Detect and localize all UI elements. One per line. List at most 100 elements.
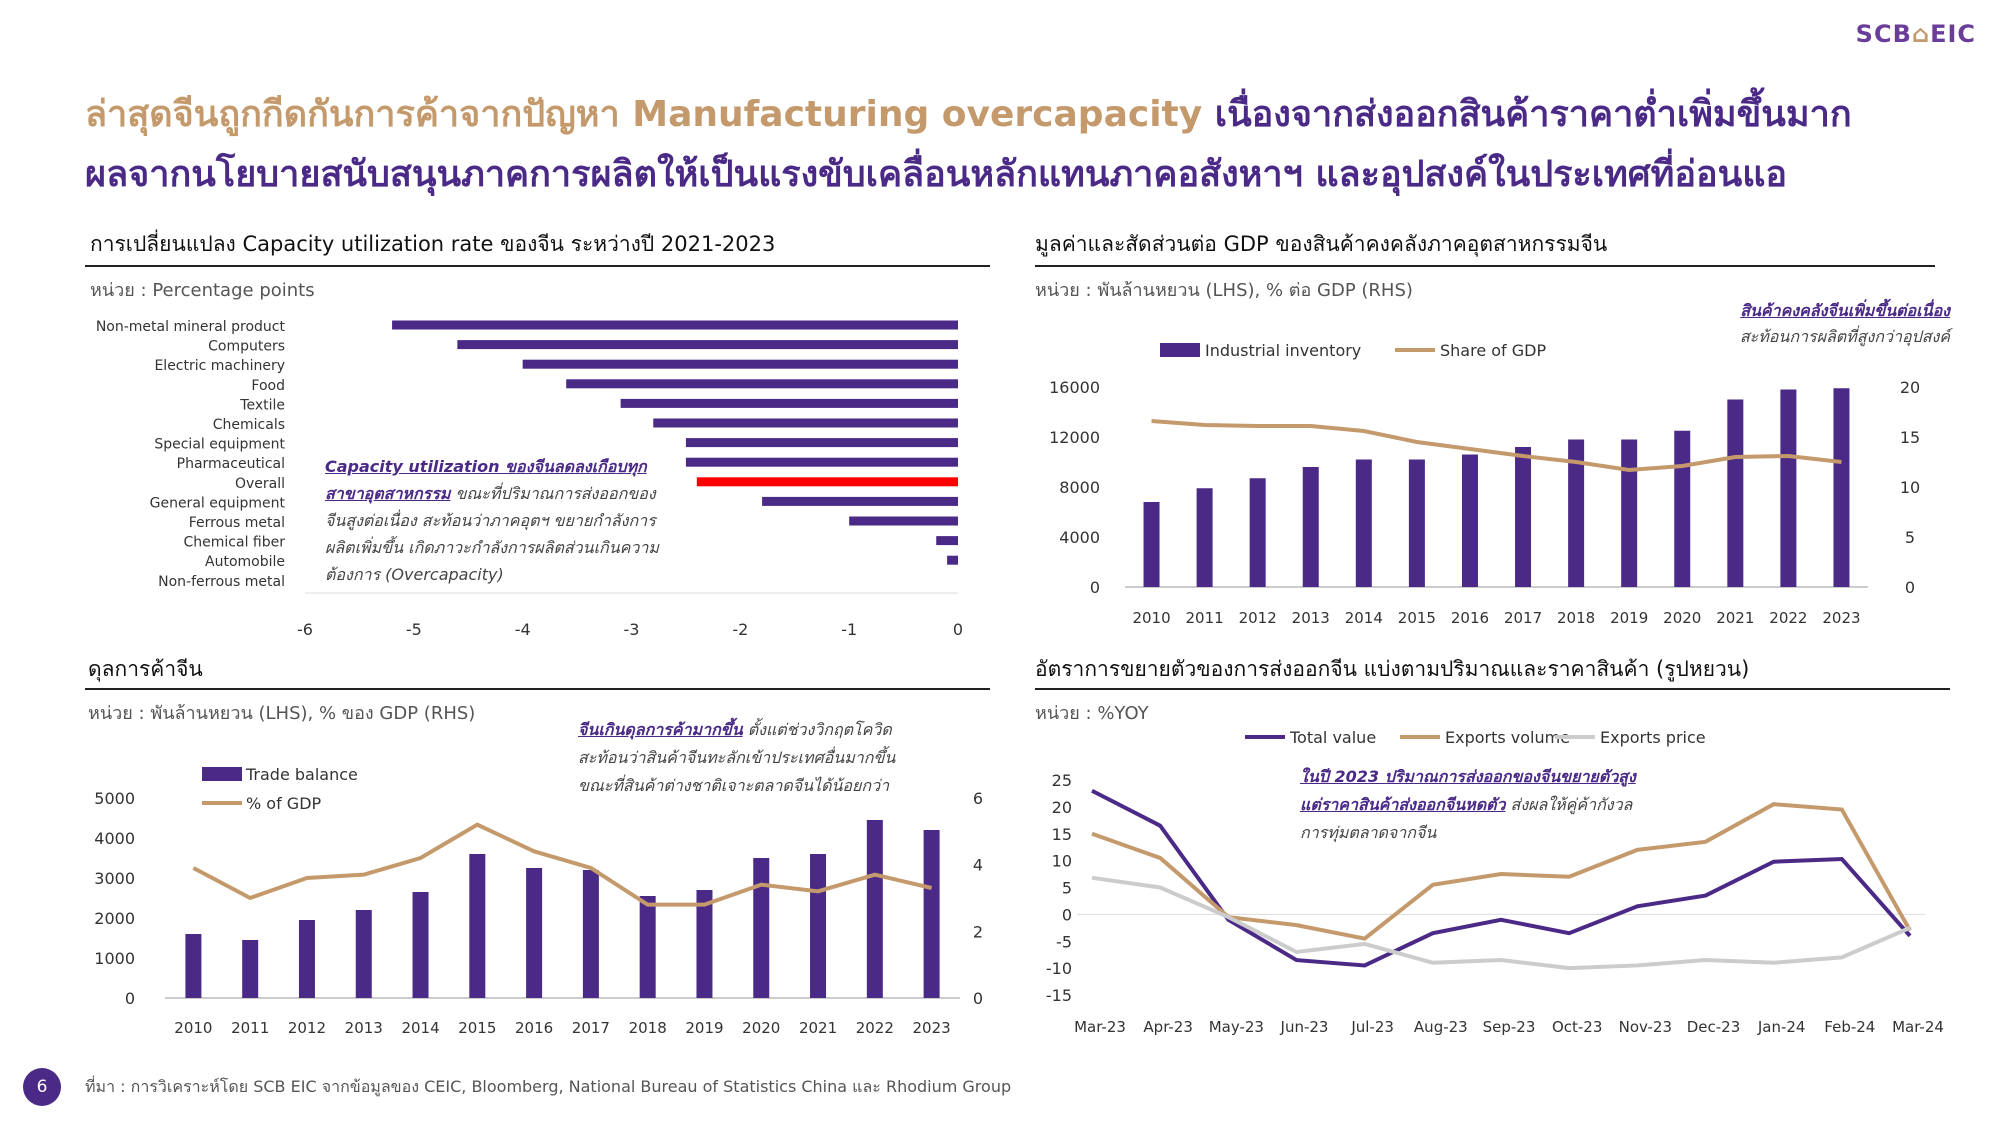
share-of-gdp-line xyxy=(1151,419,1842,473)
headline-line-2: ผลจากนโยบายสนับสนุนภาคการผลิตให้เป็นแรงข… xyxy=(85,154,1788,195)
category-label: Textile xyxy=(239,397,285,413)
divider xyxy=(85,688,990,690)
legend-inventory-label: Industrial inventory xyxy=(1205,341,1361,360)
trade-balance-bar xyxy=(639,896,656,998)
y-right-tick: 5 xyxy=(1905,528,1915,547)
trade-balance-bar xyxy=(866,820,883,998)
bar-special-equipment xyxy=(685,438,958,448)
x-tick-label: Nov-23 xyxy=(1619,1018,1672,1036)
category-label: Non-ferrous metal xyxy=(158,574,285,590)
legend-inventory-swatch xyxy=(1160,343,1200,357)
x-tick-label: 2012 xyxy=(1239,609,1277,627)
divider xyxy=(1035,688,1950,690)
scb-eic-logo: SCB⌂EIC xyxy=(1855,20,1976,48)
exports-unit: หน่วย : %YOY xyxy=(1035,703,1149,724)
x-tick-label: Mar-24 xyxy=(1892,1018,1944,1036)
inventory-bar xyxy=(1408,459,1425,587)
inventory-bar xyxy=(1568,439,1585,587)
trade-balance-chart: 0 1000 2000 3000 4000 5000 0 2 4 6 2010 2011 2012 201… xyxy=(94,765,983,1037)
legend-label: Exports price xyxy=(1600,728,1706,747)
y-right-tick: 4 xyxy=(973,856,983,875)
x-tick-label: 2019 xyxy=(1610,609,1648,627)
x-tick-label: 2014 xyxy=(1345,609,1383,627)
trade-balance-bar xyxy=(298,920,315,998)
inventory-bar xyxy=(1355,459,1372,587)
x-tick-label: 2010 xyxy=(1132,609,1170,627)
x-tick-label: 2011 xyxy=(1186,609,1224,627)
bar-textile xyxy=(620,398,958,408)
x-tick-label: 2021 xyxy=(799,1019,837,1037)
y-tick-label: 20 xyxy=(1052,798,1072,817)
y-left-tick: 0 xyxy=(125,989,135,1008)
inventory-chart-title: มูลค่าและสัดส่วนต่อ GDP ของสินค้าคงคลังภ… xyxy=(1035,232,1608,256)
category-label: Electric machinery xyxy=(154,358,285,374)
capacity-unit: หน่วย : Percentage points xyxy=(90,280,315,301)
y-right-tick: 15 xyxy=(1900,428,1920,447)
y-left-tick: 8000 xyxy=(1059,478,1100,497)
category-label: Automobile xyxy=(205,554,285,570)
bar-food xyxy=(566,379,958,389)
trade-balance-bar xyxy=(923,830,940,998)
trade-balance-bar xyxy=(412,892,429,998)
inventory-bar xyxy=(1143,502,1160,587)
y-left-tick: 2000 xyxy=(94,909,135,928)
x-tick-label: Feb-24 xyxy=(1824,1018,1875,1036)
bar-chemical-fiber xyxy=(936,536,958,546)
capacity-utilization-chart: Non-metal mineral product Computers Electr… xyxy=(96,319,963,639)
x-tick-label: 2023 xyxy=(1822,609,1860,627)
inventory-annotation: สินค้าคงคลังจีนเพิ่มขึ้นต่อเนื่อง สะท้อนก… xyxy=(1739,301,1950,346)
x-tick-label: Apr-23 xyxy=(1143,1018,1193,1036)
inventory-bar xyxy=(1621,439,1638,587)
trade-balance-bar xyxy=(753,858,770,998)
headline-part-1: ล่าสุดจีนถูกกีดกันการค้าจากปัญหา Manufac… xyxy=(85,94,1203,135)
category-label: Chemicals xyxy=(213,417,285,433)
bar-chemicals xyxy=(653,418,958,428)
bar-general-equipment xyxy=(762,496,958,506)
y-tick-label: 25 xyxy=(1052,771,1072,790)
y-left-tick: 1000 xyxy=(94,949,135,968)
x-tick-label: 2021 xyxy=(1716,609,1754,627)
x-tick-label: Sep-23 xyxy=(1483,1018,1536,1036)
inventory-bar xyxy=(1780,389,1797,587)
category-label: Pharmaceutical xyxy=(177,456,285,472)
x-tick-label: 2012 xyxy=(288,1019,326,1037)
inventory-bar xyxy=(1302,467,1319,587)
y-left-tick: 4000 xyxy=(1059,528,1100,547)
y-right-tick: 20 xyxy=(1900,378,1920,397)
y-left-tick: 12000 xyxy=(1049,428,1100,447)
trade-balance-bar xyxy=(185,934,202,998)
inventory-bar xyxy=(1249,478,1266,587)
y-right-tick: 10 xyxy=(1900,478,1920,497)
x-tick-label: 2023 xyxy=(913,1019,951,1037)
x-tick-label: Dec-23 xyxy=(1687,1018,1741,1036)
x-tick-label: 2022 xyxy=(856,1019,894,1037)
bar-ferrous-metal xyxy=(849,516,958,526)
x-tick-label: 2015 xyxy=(458,1019,496,1037)
exports-chart-title: อัตราการขยายตัวของการส่งออกจีน แบ่งตามปร… xyxy=(1035,657,1750,681)
x-tick-label: -3 xyxy=(624,620,640,639)
headline-line-1: ล่าสุดจีนถูกกีดกันการค้าจากปัญหา Manufac… xyxy=(85,90,1965,140)
x-tick-label: 2019 xyxy=(685,1019,723,1037)
total-value-line xyxy=(1091,788,1912,968)
x-tick-label: 2010 xyxy=(174,1019,212,1037)
y-tick-label: -5 xyxy=(1056,932,1072,951)
category-label: Food xyxy=(251,378,285,394)
exports-price-line xyxy=(1091,875,1911,971)
trade-balance-bar xyxy=(526,868,543,998)
inventory-unit: หน่วย : พันล้านหยวน (LHS), % ต่อ GDP (RH… xyxy=(1035,280,1413,301)
x-tick-label: 2020 xyxy=(1663,609,1701,627)
headline-part-2: เนื่องจากส่งออกสินค้าราคาต่ำเพิ่มขึ้นมาก xyxy=(1214,94,1852,135)
trade-chart-title: ดุลการค้าจีน xyxy=(88,657,203,681)
inventory-bar xyxy=(1515,447,1532,587)
y-right-tick: 0 xyxy=(973,989,983,1008)
capacity-annotation: Capacity utilization ของจีนลดลงเกือบทุกส… xyxy=(325,457,659,584)
category-label: Chemical fiber xyxy=(184,535,286,551)
divider xyxy=(1035,265,1935,267)
pct-gdp-line xyxy=(192,822,933,907)
category-label: Non-metal mineral product xyxy=(96,319,286,335)
x-tick-label: 2022 xyxy=(1769,609,1807,627)
x-tick-label: -6 xyxy=(297,620,313,639)
x-tick-label: 2020 xyxy=(742,1019,780,1037)
bar-automobile xyxy=(947,555,958,565)
